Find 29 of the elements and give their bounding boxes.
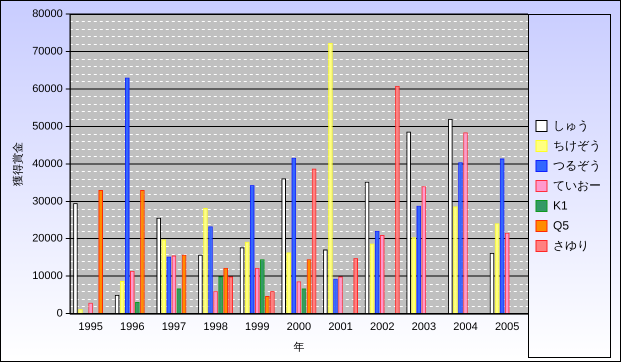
x-tick-label: 2004 (453, 321, 478, 334)
x-tick-label: 2001 (328, 321, 353, 334)
x-tick-label: 2003 (412, 321, 436, 334)
x-tick-label: 1998 (203, 321, 228, 334)
x-tick-label: 1996 (120, 321, 145, 334)
legend-label: さゆり (553, 238, 589, 252)
legend-label: ちけぞう (553, 138, 601, 152)
x-tick-label: 1995 (78, 321, 103, 334)
x-tick-label: 1997 (162, 321, 186, 334)
y-tick-label: 60000 (32, 82, 63, 95)
y-axis-title: 獲得賞金 (12, 142, 25, 186)
legend-label: しゅう (553, 118, 589, 132)
y-tick-label: 20000 (32, 232, 63, 245)
legend-label: ていおー (553, 178, 601, 192)
x-tick-label: 2005 (494, 321, 520, 334)
y-tick-label: 30000 (32, 195, 63, 208)
x-tick-label: 2000 (286, 321, 312, 334)
x-tick-label: 1999 (244, 321, 270, 334)
legend-label: つるぞう (553, 158, 601, 172)
y-tick-label: 40000 (32, 158, 63, 170)
legend-label: Q5 (553, 218, 570, 232)
y-tick-label: 80000 (32, 8, 63, 20)
y-tick-label: 10000 (32, 270, 63, 282)
y-tick-label: 50000 (32, 120, 63, 132)
y-tick-label: 0 (56, 308, 63, 320)
y-tick-label: 70000 (32, 45, 63, 58)
x-tick-label: 2002 (370, 321, 394, 334)
legend-label: K1 (553, 198, 568, 212)
x-axis-title: 年 (293, 341, 304, 354)
